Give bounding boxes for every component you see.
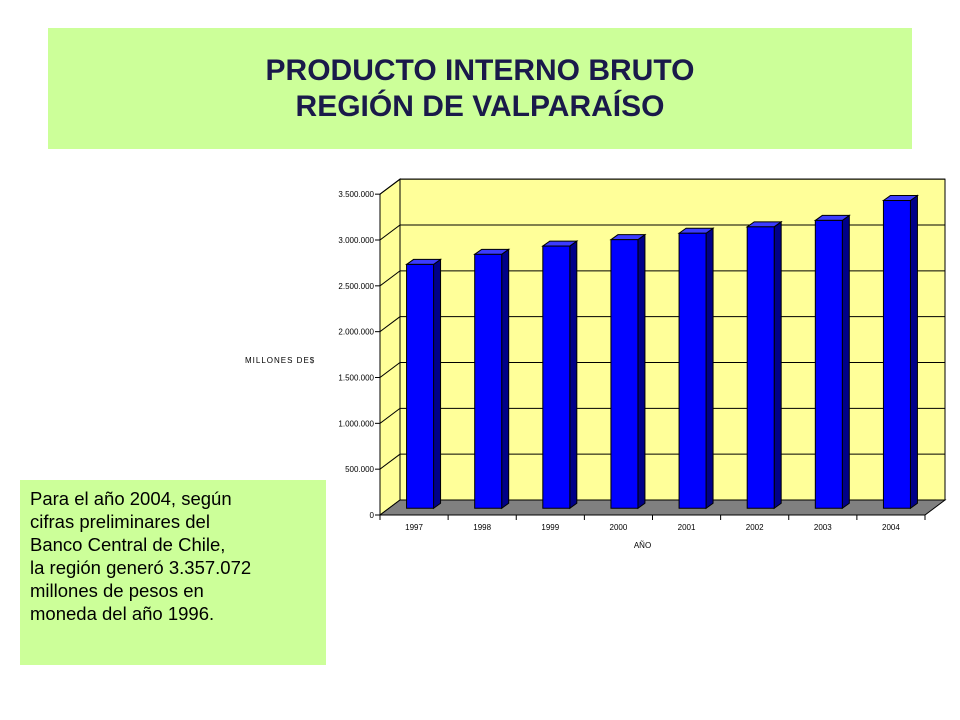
- y-tick-label: 2.000.000: [338, 328, 374, 337]
- title-banner: PRODUCTO INTERNO BRUTO REGIÓN DE VALPARA…: [48, 28, 912, 149]
- bar-front: [474, 253, 503, 509]
- y-tick-label: 0: [370, 511, 375, 520]
- y-tick-label: 1.000.000: [338, 419, 374, 428]
- chart-side-wall: [379, 178, 401, 516]
- page-title-line-2: REGIÓN DE VALPARAÍSO: [295, 89, 665, 123]
- x-tick-label: 2004: [882, 523, 900, 532]
- note-box: Para el año 2004, según cifras prelimina…: [20, 480, 326, 665]
- x-tick-label: 1998: [473, 523, 491, 532]
- bar-top: [881, 195, 919, 202]
- x-tick-label: 1997: [405, 523, 423, 532]
- bar-2004: [881, 194, 919, 510]
- bar-side: [705, 227, 714, 510]
- y-tick-label: 500.000: [345, 465, 374, 474]
- note-line-5: millones de pesos en: [30, 580, 204, 601]
- bar-top: [813, 214, 851, 221]
- bar-1999: [541, 240, 579, 510]
- bar-top: [677, 227, 715, 234]
- bar-side: [909, 194, 918, 510]
- note-line-6: moneda del año 1996.: [30, 603, 215, 624]
- page-title-line-1: PRODUCTO INTERNO BRUTO: [265, 53, 695, 87]
- bar-side: [773, 220, 782, 510]
- bar-side: [501, 248, 510, 510]
- bar-2002: [745, 220, 783, 510]
- bar-top: [541, 240, 579, 247]
- bar-front: [406, 263, 435, 509]
- note-line-2: cifras preliminares del: [30, 511, 210, 532]
- bar-side: [841, 214, 850, 510]
- bar-top: [405, 258, 443, 265]
- note-line-4: la región generó 3.357.072: [30, 557, 252, 578]
- gridline: [379, 178, 945, 195]
- bar-front: [610, 239, 639, 509]
- x-tick-label: 2002: [746, 523, 764, 532]
- bar-front: [678, 232, 707, 509]
- y-tick-label: 3.000.000: [338, 236, 374, 245]
- y-tick-label: 1.500.000: [338, 374, 374, 383]
- bar-front: [814, 219, 843, 509]
- chart-floor: [378, 499, 947, 516]
- bar-top: [609, 234, 647, 241]
- bar-top: [745, 221, 783, 228]
- bar-side: [569, 240, 578, 510]
- y-axis-title: MILLONES DE$: [245, 356, 315, 365]
- x-tick-label: 1999: [541, 523, 559, 532]
- note-line-3: Banco Central de Chile,: [30, 534, 226, 555]
- x-axis-title: AÑO: [634, 541, 651, 550]
- bar-side: [433, 258, 442, 510]
- bar-2000: [609, 233, 647, 510]
- note-line-1: Para el año 2004, según: [30, 488, 232, 509]
- bar-1998: [473, 248, 511, 510]
- note-text: Para el año 2004, según cifras prelimina…: [30, 487, 316, 625]
- bar-2001: [677, 227, 715, 510]
- bar-side: [637, 233, 646, 510]
- x-tick-label: 2003: [814, 523, 832, 532]
- bar-1997: [405, 258, 443, 510]
- bar-front: [882, 200, 911, 509]
- y-tick-label: 2.500.000: [338, 282, 374, 291]
- bar-front: [746, 226, 775, 509]
- bar-top: [473, 248, 511, 255]
- bar-2003: [813, 214, 851, 510]
- gdp-bar-chart: 0 500.000 1.000.000 1.500.000 2.000.000 2.500…: [245, 178, 947, 550]
- x-tick-label: 2001: [678, 523, 696, 532]
- bar-front: [542, 245, 571, 509]
- x-tick-label: 2000: [610, 523, 628, 532]
- y-tick-label: 3.500.000: [338, 190, 374, 199]
